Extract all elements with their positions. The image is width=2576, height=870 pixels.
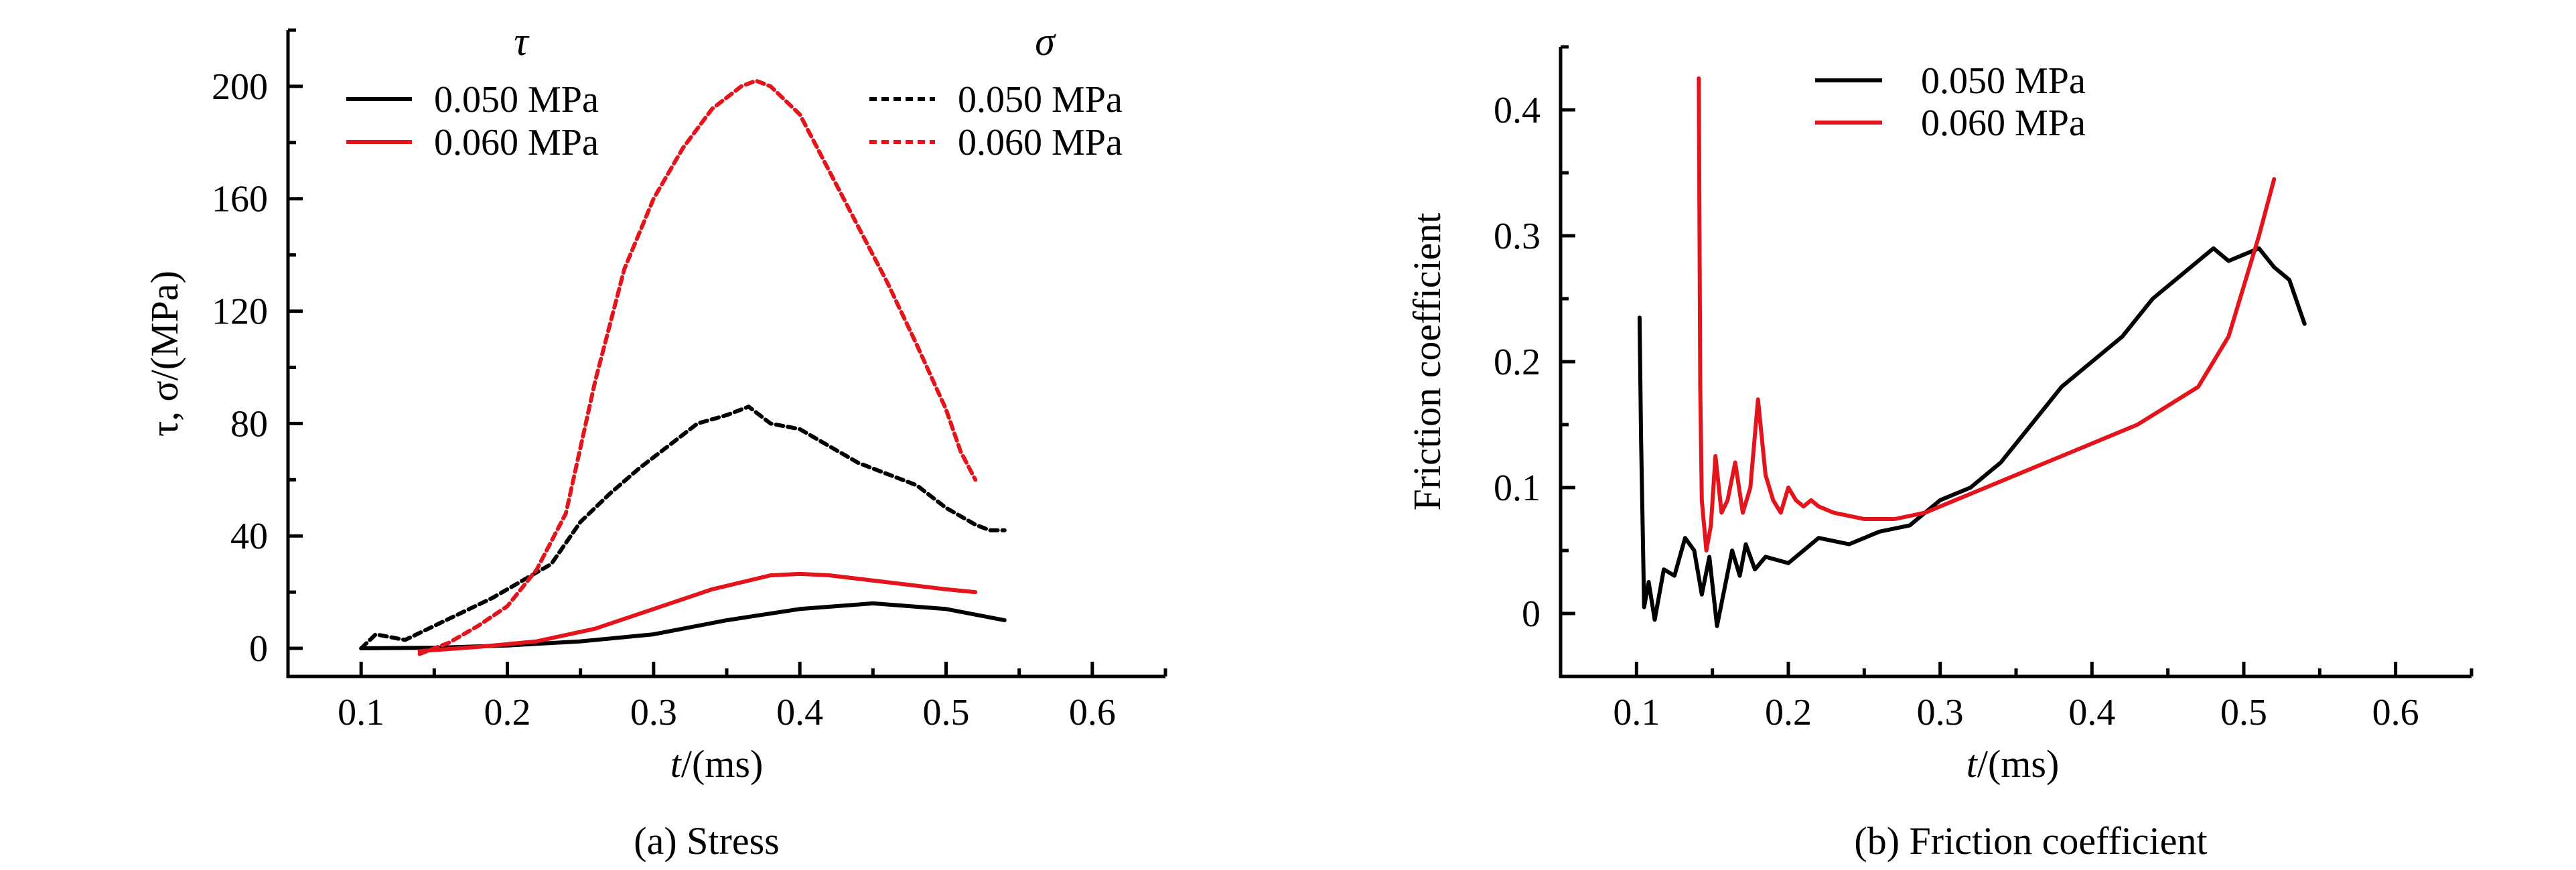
x-tick-label: 0.2 [484,692,531,733]
y-tick-label: 200 [212,66,268,108]
y-tick-label: 40 [230,516,268,557]
panel-stress-plot-area [359,78,1007,656]
legend-label-tau-0050: 0.050 MPa [434,79,599,121]
legend-label-friction-0060: 0.060 MPa [1921,102,2086,144]
x-tick-label: 0.5 [923,692,970,733]
y-tick-label: 0.3 [1494,216,1541,257]
panel-friction-axes [1559,47,2472,678]
panel-friction: 0.1 0.2 0.3 0.4 0.5 0.6 0 0.1 0.2 0.3 0.4 Friction… [1405,45,2474,863]
legend-label-friction-0050: 0.050 MPa [1921,60,2086,102]
legend-label-tau-0060: 0.060 MPa [434,122,599,163]
y-tick-label: 0.1 [1494,467,1541,509]
series-line-friction-1 [1697,76,2277,553]
panel-friction-xlabel: t/(ms) [1966,742,2060,786]
x-tick-label: 0.6 [1069,692,1116,733]
panel-stress-ticks [286,28,1167,676]
panel-friction-ylabel: Friction coefficient [1405,212,1449,510]
x-tick-label: 0.3 [630,692,677,733]
x-tick-label: 0.4 [2068,692,2115,733]
series-line-stress-2 [359,405,1007,650]
x-tick-label: 0.3 [1917,692,1964,733]
panel-friction-legend: 0.050 MPa 0.060 MPa [1815,60,2086,144]
series-line-stress-0 [359,601,1007,650]
y-tick-label: 120 [212,291,268,333]
panel-friction-caption: (b) Friction coefficient [1854,819,2207,863]
y-tick-label: 0.2 [1494,342,1541,383]
legend-group-sigma: σ [1035,19,1056,64]
x-tick-label: 0.1 [1613,692,1660,733]
panel-stress-caption: (a) Stress [634,819,779,863]
panel-stress-ylabel: τ, σ/(MPa) [143,271,186,437]
legend-label-sigma-0050: 0.050 MPa [958,79,1123,121]
x-tick-label: 0.1 [338,692,384,733]
panel-stress-legend: τ σ 0.050 MPa 0.060 MPa 0.050 MPa 0.060 … [346,19,1123,163]
panel-friction-tick-labels: 0.1 0.2 0.3 0.4 0.5 0.6 0 0.1 0.2 0.3 0.4 [1494,90,2419,733]
panel-stress-xlabel: t/(ms) [670,742,764,786]
series-line-stress-1 [417,571,978,654]
legend-label-sigma-0060: 0.060 MPa [958,122,1123,163]
panel-friction-plot-area [1637,76,2307,628]
panel-stress: 0.1 0.2 0.3 0.4 0.5 0.6 0 40 80 120 160 200 τ, σ/(M… [143,19,1167,863]
series-line-friction-0 [1637,246,2307,628]
panel-stress-axes [286,30,1165,678]
series-line-stress-3 [417,78,978,656]
x-tick-label: 0.4 [776,692,823,733]
y-tick-label: 0 [249,628,268,670]
x-tick-label: 0.6 [2372,692,2419,733]
y-tick-label: 0.4 [1494,90,1541,131]
y-tick-label: 80 [230,403,268,445]
x-tick-label: 0.2 [1765,692,1812,733]
panel-stress-tick-labels: 0.1 0.2 0.3 0.4 0.5 0.6 0 40 80 120 160 200 [212,66,1116,733]
y-tick-label: 160 [212,179,268,220]
y-tick-label: 0 [1522,593,1541,635]
legend-group-tau: τ [514,19,530,64]
x-tick-label: 0.5 [2220,692,2267,733]
